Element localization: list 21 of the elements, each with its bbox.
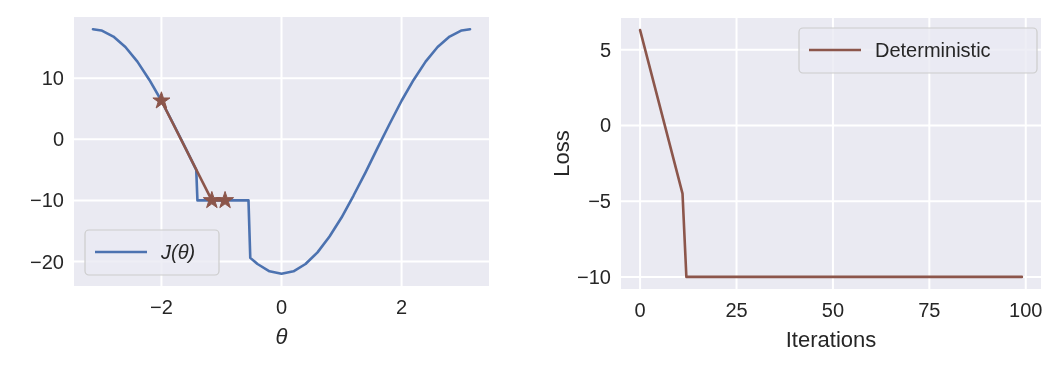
x-axis-title: Iterations — [785, 327, 877, 352]
x-tick-label: 50 — [821, 299, 845, 321]
y-axis-title: Loss — [549, 130, 574, 177]
x-tick-label: 100 — [1009, 299, 1043, 321]
x-tick-label: 25 — [725, 299, 748, 321]
x-tick-label: 75 — [918, 299, 941, 321]
legend-label: J(θ) — [160, 241, 196, 263]
x-tick-label: −2 — [150, 296, 173, 318]
x-tick-label: 0 — [275, 296, 288, 318]
x-tick-label: 0 — [634, 299, 646, 321]
y-tick-label: −10 — [30, 189, 64, 212]
y-tick-label: −20 — [30, 250, 64, 273]
y-tick-label: 10 — [41, 67, 64, 90]
x-axis-title: θ — [275, 324, 288, 349]
x-tick-label: 2 — [396, 296, 408, 318]
y-tick-label: −5 — [588, 190, 611, 213]
legend-label: Deterministic — [875, 39, 991, 61]
y-tick-label: 0 — [52, 128, 64, 151]
y-tick-label: 5 — [599, 38, 611, 61]
y-tick-label: 0 — [599, 114, 611, 137]
y-tick-label: −10 — [577, 265, 611, 288]
